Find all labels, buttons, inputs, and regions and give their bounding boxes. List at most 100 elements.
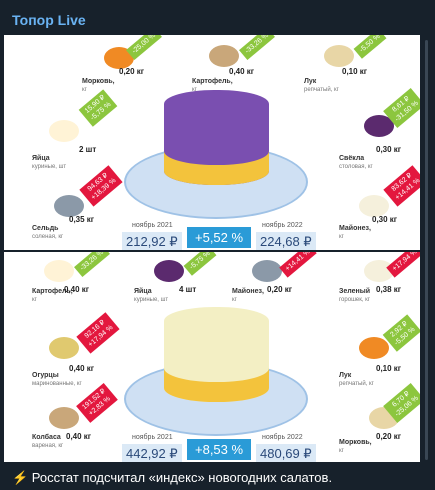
label-2021: ноябрь 2021 <box>132 222 173 229</box>
ingredient-name: Морковь, кг <box>339 439 372 455</box>
unit: куриные, шт <box>134 297 169 303</box>
name: Колбаса <box>32 434 61 441</box>
price-tag: 94,63 ₽ +18,39 % <box>79 165 123 207</box>
price-2021: 212,92 ₽ <box>122 232 182 250</box>
salad <box>164 307 269 402</box>
unit: соленая, кг <box>32 234 64 240</box>
ingredient-name: Майонез, кг <box>339 225 371 241</box>
quantity: 0,20 кг <box>119 67 145 76</box>
price-tag: +17,94 % <box>386 252 420 278</box>
scrollbar <box>425 40 428 460</box>
name: Картофель, <box>192 78 233 85</box>
ingredient-image <box>49 337 79 359</box>
channel-name[interactable]: Топор Live <box>12 12 86 28</box>
unit: горошек, кг <box>339 297 370 303</box>
price-tag: -33,26 % <box>239 35 275 61</box>
price-tag: 92,16 ₽ +17,94 % <box>76 312 120 354</box>
change: -5,50 % <box>358 35 382 54</box>
price-tag: -5,75 % <box>183 252 217 276</box>
quantity: 0,40 кг <box>229 67 255 76</box>
ingredient-image <box>54 195 84 217</box>
ingredient-name: Лук репчатый, кг <box>304 78 339 94</box>
quantity: 0,10 кг <box>376 364 402 373</box>
unit: кг <box>192 87 197 93</box>
price-2022: 224,68 ₽ <box>256 232 316 250</box>
ingredient-image <box>324 45 354 67</box>
price-tag: -5,50 % <box>353 35 387 59</box>
unit: столовая, кг <box>339 164 373 170</box>
ingredient-image <box>364 115 394 137</box>
unit: кг <box>82 87 87 93</box>
ingredient-name: Яйца куриные, шт <box>134 288 168 304</box>
name: Сельдь <box>32 225 59 232</box>
unit: кг <box>232 297 237 303</box>
name: Зеленый <box>339 288 371 295</box>
quantity: 2 шт <box>79 145 97 154</box>
ingredient-image <box>49 120 79 142</box>
quantity: 0,40 кг <box>64 285 90 294</box>
name: Морковь, <box>339 439 372 446</box>
ingredient-name: Огурцы маринованные, кг <box>32 372 82 388</box>
price-tag: -33,26 % <box>74 252 110 278</box>
label-2021: ноябрь 2021 <box>132 434 173 441</box>
name: Лук <box>339 372 352 379</box>
label-2022: ноябрь 2022 <box>262 434 303 441</box>
ingredient-image <box>104 47 134 69</box>
ingredient-name: Яйца куриные, шт <box>32 155 66 171</box>
quantity: 0,10 кг <box>342 67 368 76</box>
unit: репчатый, кг <box>304 87 339 93</box>
ingredient-image <box>49 407 79 429</box>
price-tag: +14,41 % <box>279 252 317 278</box>
price-2021: 442,92 ₽ <box>122 444 182 462</box>
name: Майонез, <box>339 225 371 232</box>
change-total: +8,53 % <box>187 439 252 460</box>
change-total: +5,52 % <box>187 227 252 248</box>
ingredient-image <box>209 45 239 67</box>
infographic: Картофель, кг 0,40 кг -33,26 % Яйца куриные, … <box>4 252 420 462</box>
name: Яйца <box>32 155 50 162</box>
quantity: 0,35 кг <box>69 215 95 224</box>
change: -33,26 % <box>79 252 106 273</box>
unit: маринованные, кг <box>32 381 82 387</box>
price-2022: 480,69 ₽ <box>256 444 316 462</box>
unit: вареная, кг <box>32 443 64 449</box>
ingredient-name: Сельдь соленая, кг <box>32 225 63 241</box>
ingredient-name: Картофель, кг <box>32 288 73 304</box>
unit: куриные, шт <box>32 164 67 170</box>
quantity: 4 шт <box>179 285 197 294</box>
change: -25,00 % <box>131 35 158 56</box>
ingredient-name: Майонез, кг <box>232 288 264 304</box>
change: +17,94 % <box>391 252 419 273</box>
name: Майонез, <box>232 288 264 295</box>
price-tag: 83,62 ₽ +14,41 % <box>383 165 420 207</box>
quantity: 0,30 кг <box>372 215 398 224</box>
quantity: 0,40 кг <box>66 432 92 441</box>
ingredient-name: Картофель, кг <box>192 78 233 94</box>
name: Морковь, <box>82 78 115 85</box>
change: -33,26 % <box>244 35 271 56</box>
quantity: 0,30 кг <box>376 145 402 154</box>
quantity: 0,20 кг <box>267 285 293 294</box>
ingredient-image <box>364 260 394 282</box>
salad <box>164 90 269 185</box>
price-tag: -25,00 % <box>126 35 162 61</box>
price-tag: 191,52 ₽ +2,83 % <box>76 383 118 423</box>
ingredient-image <box>359 195 389 217</box>
unit: кг <box>339 234 344 240</box>
infographic: Морковь, кг 0,20 кг -25,00 % Картофель, кг 0,4… <box>4 35 420 250</box>
name: Картофель, <box>32 288 73 295</box>
unit: кг <box>339 448 344 454</box>
ingredient-image <box>359 337 389 359</box>
unit: кг <box>32 297 37 303</box>
ingredient-name: Колбаса вареная, кг <box>32 434 63 450</box>
quantity: 0,40 кг <box>69 364 95 373</box>
change: -5,75 % <box>188 252 212 271</box>
name: Яйца <box>134 288 152 295</box>
ingredient-image <box>252 260 282 282</box>
quantity: 0,20 кг <box>376 432 402 441</box>
unit: репчатый, кг <box>339 381 374 387</box>
ingredient-name: Лук репчатый, кг <box>339 372 374 388</box>
ingredient-image <box>154 260 184 282</box>
caption: ⚡ Росстат подсчитал «индекс» новогодних … <box>12 470 333 485</box>
